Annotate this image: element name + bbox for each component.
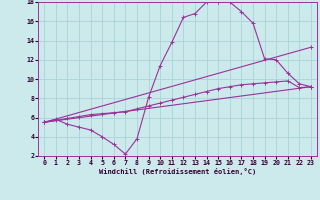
X-axis label: Windchill (Refroidissement éolien,°C): Windchill (Refroidissement éolien,°C) <box>99 168 256 175</box>
